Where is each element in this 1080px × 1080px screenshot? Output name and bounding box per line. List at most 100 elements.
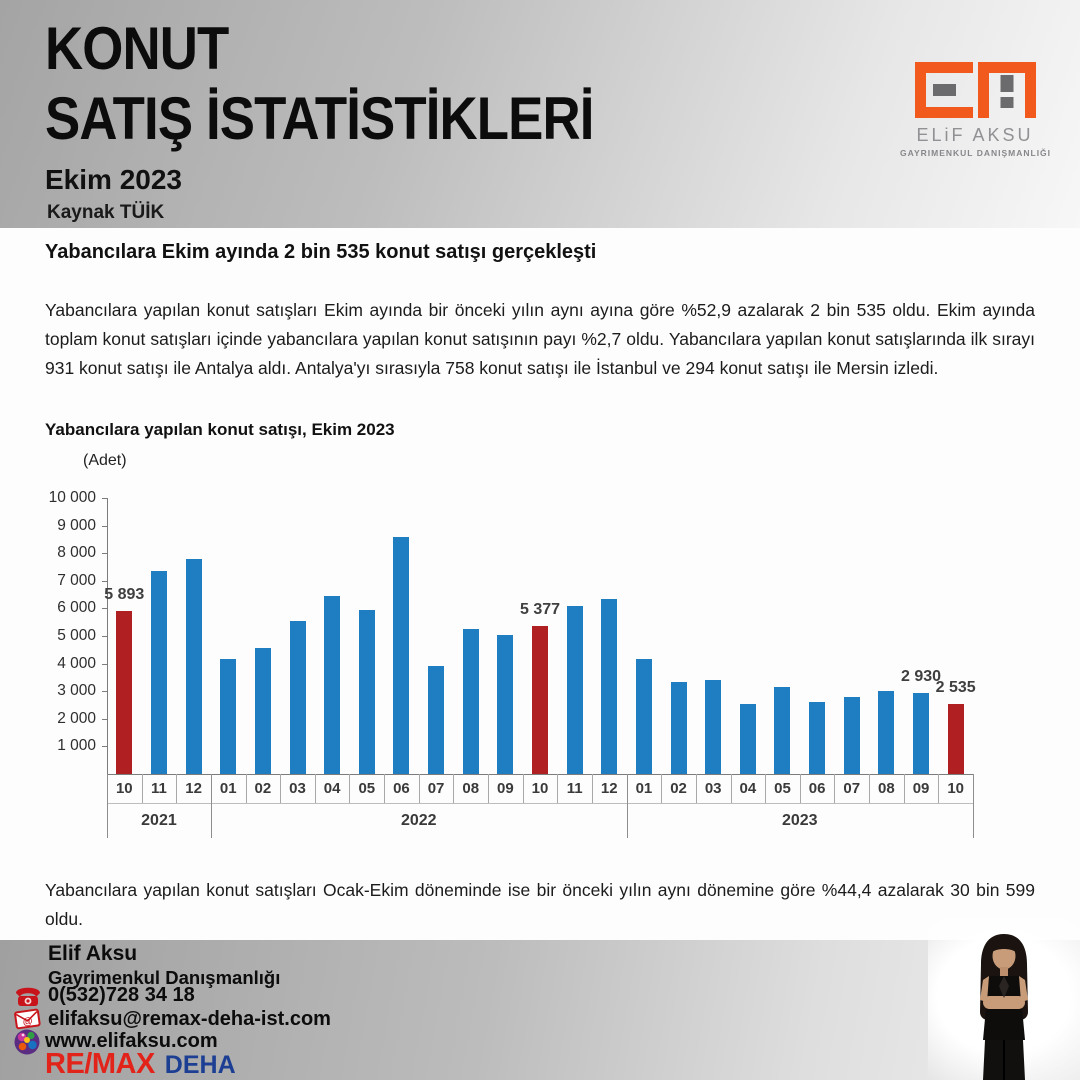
article-headline: Yabancılara Ekim ayında 2 bin 535 konut … [45,241,597,263]
month-label: 04 [314,774,351,804]
article-paragraph-1: Yabancılara yapılan konut satışları Ekim… [45,300,1035,378]
footer: Elif Aksu Gayrimenkul Danışmanlığı 0(532… [0,918,1080,1080]
bar-value-label: 5 377 [519,600,561,618]
logo-tagline: GAYRIMENKUL DANIŞMANLIĞI [900,148,1052,158]
y-axis-tick [102,608,107,610]
month-label: 10 [938,774,974,804]
y-axis-label: 7 000 [57,571,96,589]
y-axis-label: 5 000 [57,627,96,644]
phone-number: 0(532)728 34 18 [48,984,195,1006]
bar [809,702,826,774]
bar [705,680,722,774]
bar [289,620,306,774]
logo-name: ELiF AKSU [916,125,1034,145]
bar [497,634,514,774]
month-label: 05 [765,774,801,804]
y-axis-line [107,498,108,774]
bar [843,696,860,774]
year-separator-line [973,774,974,838]
y-axis-tick [102,746,107,748]
month-label: 11 [557,774,593,804]
month-label: 06 [799,774,836,804]
y-axis-label: 6 000 [57,599,96,617]
month-label: 08 [869,774,905,804]
elif-aksu-logo: ELiF AKSU GAYRIMENKUL DANIŞMANLIĞI [900,62,1050,158]
bar-chart: 10 000 9 000 8 000 7 000 6 000 5 000 4 000 3 00… [40,489,1010,860]
bar [774,687,791,774]
chart-unit-label: (Adet) [83,452,127,469]
bar [878,691,895,774]
month-label: 04 [730,774,767,804]
year-label: 2022 [400,812,437,829]
y-axis-tick [102,580,107,582]
email-icon: @ [14,1008,41,1030]
month-label: 05 [349,774,386,804]
y-axis-label: 4 000 [57,654,96,672]
article-paragraph-2: Yabancılara yapılan konut satışları Ocak… [45,880,1035,929]
y-axis-label: 3 000 [57,682,96,700]
y-axis-tick [102,553,107,555]
agent-photo-figure [980,934,1028,1080]
page-title-line1: KONUT [45,14,253,83]
month-label: 12 [176,774,212,804]
y-axis-tick [102,525,107,527]
year-label: 2023 [781,812,818,829]
year-separator-line [210,774,212,838]
y-axis-label: 10 000 [48,489,96,506]
bar [358,609,375,774]
agent-name: Elif Aksu [48,942,138,965]
month-label: 07 [418,774,455,804]
y-axis-tick [102,718,107,720]
y-axis-tick [102,636,107,637]
bar-highlight [947,704,964,774]
bar [324,595,341,774]
year-label: 2021 [141,812,177,829]
month-label: 08 [453,774,490,804]
bar [566,605,583,774]
bar-value-label: 2 535 [935,679,976,697]
logo-e-glyph [914,62,973,118]
month-label: 12 [591,774,628,804]
header: KONUT SATIŞ İSTATİSTİKLERİ Ekim 2023 Kay… [0,0,1080,228]
page-title-line2: SATIŞ İSTATİSTİKLERİ [45,84,668,153]
globe-icon [14,1029,40,1055]
month-label: 09 [488,774,524,804]
month-label: 09 [903,774,940,804]
bar [670,681,687,774]
month-label: 07 [834,774,871,804]
logo-monogram [900,62,1050,118]
bar [462,629,479,774]
month-label: 06 [384,774,420,804]
agent-role: Gayrimenkul Danışmanlığı [48,967,281,988]
report-period: Ekim 2023 [45,164,182,195]
logo-e-bar [932,84,956,96]
y-axis-tick [102,663,107,665]
y-axis-tick [102,691,107,693]
month-label: 01 [626,774,663,804]
y-axis-label: 8 000 [57,544,96,562]
bar [254,648,271,774]
phone-icon [16,987,40,1006]
email-address: elifaksu@remax-deha-ist.com [48,1008,331,1030]
page-title-line1-text: KONUT [45,15,229,82]
remax-wordmark: RE/MAX [45,1048,155,1080]
month-label: 03 [280,774,316,804]
chart-title: Yabancılara yapılan konut satışı, Ekim 2… [45,420,395,439]
bar [220,659,237,774]
logo-a-glyph [977,62,1036,118]
bar-value-label: 2 930 [901,668,942,686]
website-url: www.elifaksu.com [45,1030,218,1052]
data-source: Kaynak TÜİK [47,202,165,223]
bar-highlight [532,625,548,774]
logo-a-dot-bottom [1000,97,1013,108]
month-label: 10 [107,774,143,804]
year-separator-line [107,774,108,838]
remax-deha-logo: RE/MAX DEHA [45,1048,236,1080]
year-separator-line [626,774,628,838]
y-axis-tick [102,498,107,499]
bar [601,598,618,774]
deha-wordmark: DEHA [164,1051,236,1079]
bar [150,571,167,774]
bar [393,536,410,774]
